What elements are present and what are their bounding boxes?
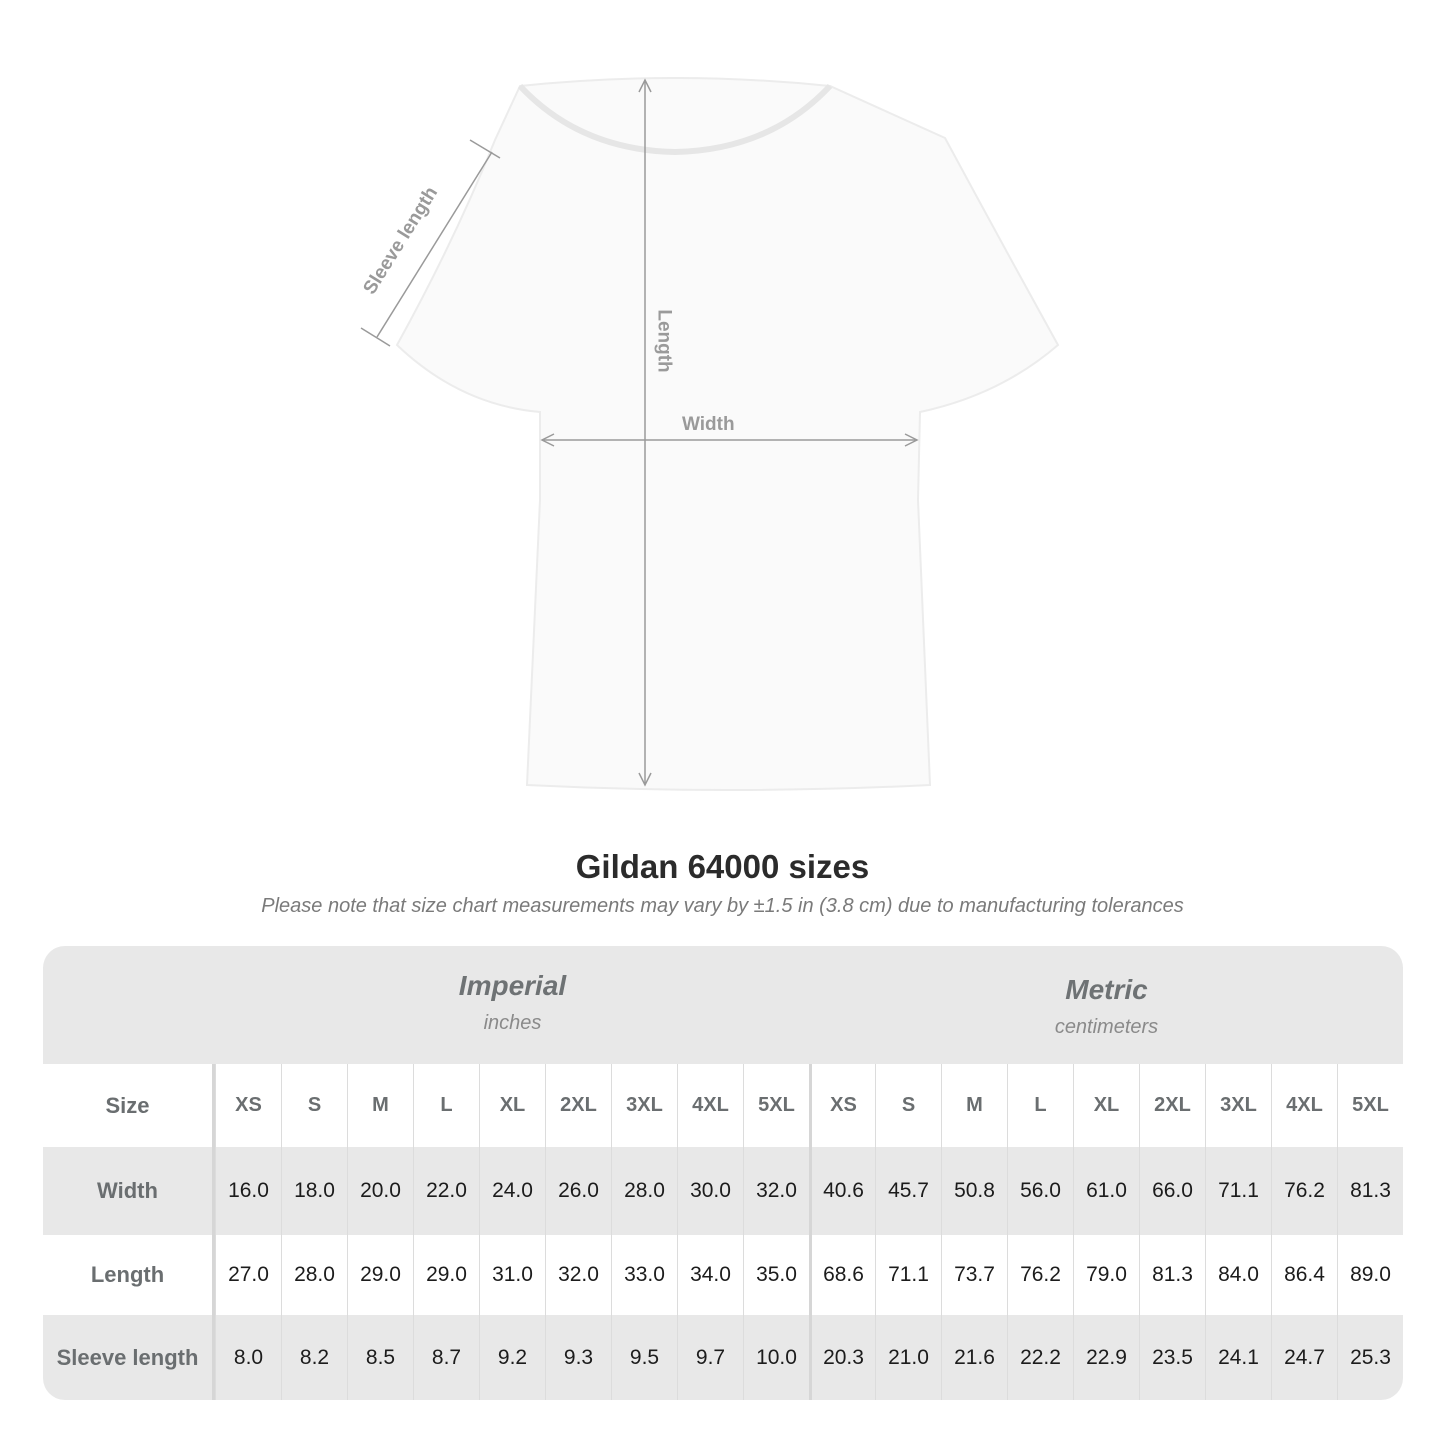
table-row: Width 16.0 18.0 20.0 22.0 24.0 26.0 28.0 30.0 32.…	[43, 1147, 1403, 1235]
imperial-value: 22.0	[413, 1147, 479, 1235]
table-row: Length 27.0 28.0 29.0 29.0 31.0 32.0 33.0 34.0 35…	[43, 1235, 1403, 1315]
imperial-value: 8.7	[413, 1315, 479, 1400]
size-header-imperial: 4XL	[677, 1064, 743, 1147]
imperial-value: 28.0	[611, 1147, 677, 1235]
row-label: Width	[43, 1147, 215, 1235]
metric-value: 25.3	[1337, 1315, 1403, 1400]
row-label: Length	[43, 1235, 215, 1315]
size-header-imperial: XS	[215, 1064, 281, 1147]
imperial-header: Imperial inches	[215, 970, 810, 1088]
size-header-imperial: XL	[479, 1064, 545, 1147]
size-header-metric: 2XL	[1139, 1064, 1205, 1147]
sleeve-line	[376, 151, 493, 338]
metric-value: 71.1	[875, 1235, 941, 1315]
imperial-value: 8.2	[281, 1315, 347, 1400]
imperial-value: 28.0	[281, 1235, 347, 1315]
imperial-value: 31.0	[479, 1235, 545, 1315]
size-header-imperial: 5XL	[743, 1064, 809, 1147]
imperial-value: 8.5	[347, 1315, 413, 1400]
size-header-imperial: L	[413, 1064, 479, 1147]
imperial-value: 26.0	[545, 1147, 611, 1235]
size-header-metric: 3XL	[1205, 1064, 1271, 1147]
metric-value: 68.6	[809, 1235, 875, 1315]
imperial-value: 9.7	[677, 1315, 743, 1400]
metric-value: 50.8	[941, 1147, 1007, 1235]
metric-value: 79.0	[1073, 1235, 1139, 1315]
imperial-value: 9.3	[545, 1315, 611, 1400]
metric-value: 86.4	[1271, 1235, 1337, 1315]
metric-value: 66.0	[1139, 1147, 1205, 1235]
length-label: Length	[653, 309, 675, 373]
metric-value: 71.1	[1205, 1147, 1271, 1235]
metric-title: Metric	[1065, 974, 1148, 1005]
metric-value: 24.1	[1205, 1315, 1271, 1400]
metric-value: 76.2	[1007, 1235, 1073, 1315]
size-header-metric: XS	[809, 1064, 875, 1147]
imperial-value: 32.0	[743, 1147, 809, 1235]
metric-value: 24.7	[1271, 1315, 1337, 1400]
size-header-metric: L	[1007, 1064, 1073, 1147]
imperial-value: 27.0	[215, 1235, 281, 1315]
size-header-metric: S	[875, 1064, 941, 1147]
size-header-imperial: S	[281, 1064, 347, 1147]
metric-value: 22.2	[1007, 1315, 1073, 1400]
size-header-row: Size XS S M L XL 2XL 3XL 4XL 5XL XS S M L XL 2XL 3XL 4XL 5…	[43, 1064, 1403, 1147]
metric-value: 23.5	[1139, 1315, 1205, 1400]
imperial-value: 20.0	[347, 1147, 413, 1235]
size-header-metric: 4XL	[1271, 1064, 1337, 1147]
metric-value: 84.0	[1205, 1235, 1271, 1315]
metric-header: Metric centimeters	[810, 974, 1403, 1092]
imperial-value: 30.0	[677, 1147, 743, 1235]
imperial-value: 29.0	[347, 1235, 413, 1315]
metric-value: 22.9	[1073, 1315, 1139, 1400]
size-header-imperial: M	[347, 1064, 413, 1147]
tolerance-note: Please note that size chart measurements…	[261, 895, 1184, 917]
metric-value: 20.3	[809, 1315, 875, 1400]
imperial-value: 32.0	[545, 1235, 611, 1315]
imperial-unit: inches	[483, 1012, 542, 1034]
tshirt-illustration	[360, 77, 1060, 791]
row-label: Sleeve length	[43, 1315, 215, 1400]
metric-value: 56.0	[1007, 1147, 1073, 1235]
metric-value: 89.0	[1337, 1235, 1403, 1315]
imperial-value: 18.0	[281, 1147, 347, 1235]
imperial-title: Imperial	[458, 970, 567, 1001]
imperial-value: 8.0	[215, 1315, 281, 1400]
metric-value: 21.0	[875, 1315, 941, 1400]
width-label: Width	[682, 414, 735, 435]
metric-value: 40.6	[809, 1147, 875, 1235]
collar	[517, 83, 833, 156]
metric-value: 81.3	[1337, 1147, 1403, 1235]
metric-value: 76.2	[1271, 1147, 1337, 1235]
imperial-value: 10.0	[743, 1315, 809, 1400]
size-header-metric: M	[941, 1064, 1007, 1147]
imperial-value: 33.0	[611, 1235, 677, 1315]
size-chart-table: Imperial inches Metric centimeters Size X…	[43, 946, 1403, 1400]
metric-value: 61.0	[1073, 1147, 1139, 1235]
metric-value: 81.3	[1139, 1235, 1205, 1315]
table-row: Sleeve length 8.0 8.2 8.5 8.7 9.2 9.3 9.5 9.7 10.…	[43, 1315, 1403, 1400]
size-header-metric: XL	[1073, 1064, 1139, 1147]
page-title: Gildan 64000 sizes	[575, 848, 870, 885]
imperial-value: 16.0	[215, 1147, 281, 1235]
metric-value: 45.7	[875, 1147, 941, 1235]
metric-unit: centimeters	[1054, 1016, 1159, 1038]
metric-value: 21.6	[941, 1315, 1007, 1400]
imperial-value: 29.0	[413, 1235, 479, 1315]
size-header-imperial: 2XL	[545, 1064, 611, 1147]
imperial-value: 24.0	[479, 1147, 545, 1235]
imperial-value: 34.0	[677, 1235, 743, 1315]
imperial-value: 9.5	[611, 1315, 677, 1400]
size-header-metric: 5XL	[1337, 1064, 1403, 1147]
size-header-imperial: 3XL	[611, 1064, 677, 1147]
metric-value: 73.7	[941, 1235, 1007, 1315]
imperial-value: 35.0	[743, 1235, 809, 1315]
row-label: Size	[43, 1064, 215, 1147]
imperial-value: 9.2	[479, 1315, 545, 1400]
